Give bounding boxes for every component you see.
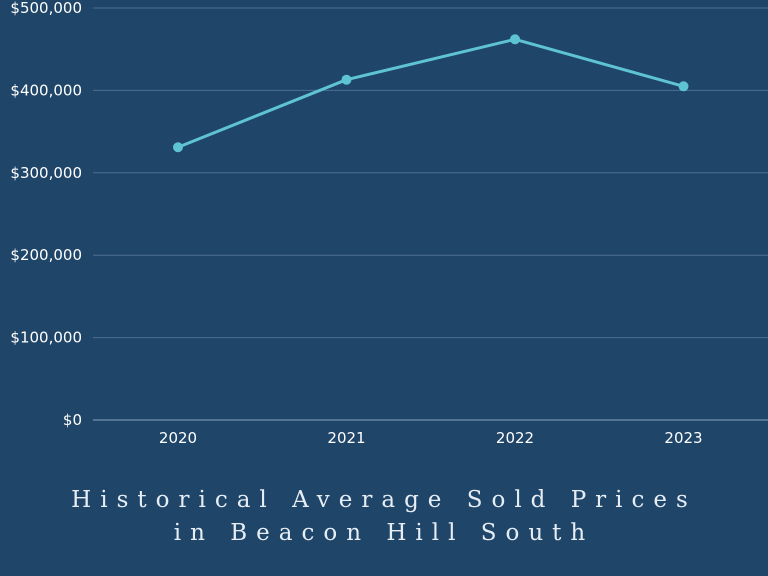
x-tick-label: 2021 — [327, 429, 365, 447]
data-point — [510, 34, 520, 45]
data-point — [173, 142, 183, 153]
data-point — [341, 74, 352, 85]
line-chart: $0 $100,000 $200,000 $300,000 $400,000 $500,0… — [10, 0, 768, 447]
x-axis-ticks: 2020 2021 2022 2023 — [159, 429, 703, 447]
y-axis-ticks: $0 $100,000 $200,000 $300,000 $400,000 $500,0… — [10, 0, 82, 429]
y-tick-label: $200,000 — [10, 246, 82, 264]
y-tick-label: $300,000 — [10, 164, 82, 182]
y-tick-label: $100,000 — [10, 329, 82, 347]
chart-title-line-1: Historical Average Sold Prices — [71, 487, 697, 513]
series-layer — [173, 34, 689, 153]
chart-title-line-2: in Beacon Hill South — [173, 520, 595, 546]
series-line — [176, 37, 685, 149]
y-tick-label: $400,000 — [10, 81, 82, 99]
y-tick-label: $0 — [63, 411, 82, 429]
x-tick-label: 2022 — [496, 429, 534, 447]
chart-title: Historical Average Sold Prices in Beacon… — [0, 484, 768, 550]
x-tick-label: 2023 — [664, 429, 702, 447]
grid-lines — [93, 7, 768, 421]
x-tick-label: 2020 — [159, 429, 197, 447]
y-tick-label: $500,000 — [10, 0, 82, 17]
data-point — [678, 81, 689, 92]
